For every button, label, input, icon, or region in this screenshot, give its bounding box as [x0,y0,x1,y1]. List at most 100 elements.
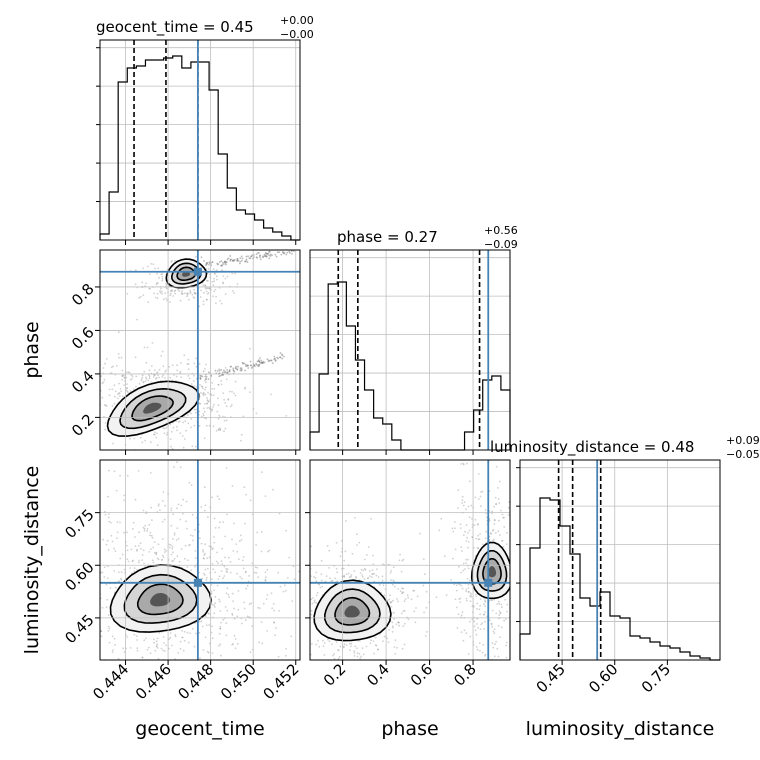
sample-point [325,575,328,577]
sample-point [203,407,205,410]
sample-point [178,290,181,292]
sample-point [206,287,209,290]
sample-point [202,392,205,394]
sample-point [477,547,480,550]
histogram-step [99,55,300,241]
sample-point [148,646,150,649]
sample-point [187,358,190,361]
sample-point [494,496,497,499]
sample-point [118,392,120,394]
sample-point [177,503,180,506]
sample-point [501,539,504,542]
sample-point [270,393,272,396]
sample-point [193,408,196,411]
sample-point [393,618,395,620]
sample-point [232,259,234,262]
sample-point [153,552,156,554]
sample-point [144,439,147,442]
sample-point [185,500,188,503]
sample-point [126,292,129,295]
sample-point [134,545,137,547]
sample-point [180,548,183,550]
sample-point [338,655,341,658]
sample-point [245,260,248,262]
sample-point [184,557,186,560]
sample-point [218,261,221,263]
sample-point [443,555,446,558]
sample-point [203,410,206,413]
sample-point [266,569,269,571]
sample-point [134,356,137,359]
sample-point [343,575,346,578]
sample-point [156,371,159,374]
sample-point [255,253,258,256]
sample-point [390,601,393,603]
sample-point [203,574,206,576]
sample-point [371,573,373,575]
sample-point [326,545,329,547]
sample-point [143,562,145,565]
sample-point [353,655,356,657]
sample-point [490,599,492,601]
sample-point [118,580,120,583]
sample-point [465,508,467,511]
sample-point [150,441,152,444]
sample-point [211,625,214,628]
sample-point [143,370,146,373]
sample-point [484,600,487,603]
sample-point [179,518,182,521]
sample-point [170,292,172,295]
sample-point [479,533,481,535]
sample-point [467,591,470,593]
sample-point [182,512,184,515]
sample-point [166,299,169,302]
sample-point [366,577,369,580]
sample-point [458,565,460,568]
sample-point [164,370,167,373]
sample-point [507,506,510,509]
sample-point [177,289,180,291]
sample-point [278,512,281,515]
sample-point [126,391,129,394]
sample-point [126,387,128,389]
sample-point [233,522,235,525]
sample-point [271,254,273,257]
sample-point [492,646,495,649]
sample-point [474,593,477,596]
sample-point [194,528,196,531]
plot-area [100,250,295,450]
sample-point [194,565,196,568]
sample-point [132,388,135,391]
sample-point [161,538,164,540]
sample-point [451,527,454,530]
sample-point [114,395,116,398]
sample-point [239,367,242,370]
sample-point [152,376,155,378]
sample-point [199,384,201,386]
sample-point [376,568,378,570]
sample-point [116,521,119,523]
sample-point [356,544,358,546]
sample-point [268,254,270,257]
title-phase-sup: +0.56 [484,224,518,237]
sample-point [353,652,356,654]
sample-point [483,613,486,616]
sample-point [157,543,160,546]
sample-point [181,435,184,437]
sample-point [479,604,481,607]
sample-point [478,538,481,540]
sample-point [231,390,233,393]
sample-point [190,383,193,385]
sample-point [293,578,296,581]
sample-point [139,436,142,439]
x-tick-label: 0.444 [89,660,132,703]
sample-point [383,594,386,597]
density-contour [487,566,497,578]
sample-point [454,598,457,601]
title-geocent-time-main: geocent_time = 0.45 [96,18,254,37]
sample-point [342,645,345,648]
sample-point [216,369,219,372]
sample-point [166,287,168,290]
sample-point [171,290,174,292]
sample-point [397,621,399,624]
